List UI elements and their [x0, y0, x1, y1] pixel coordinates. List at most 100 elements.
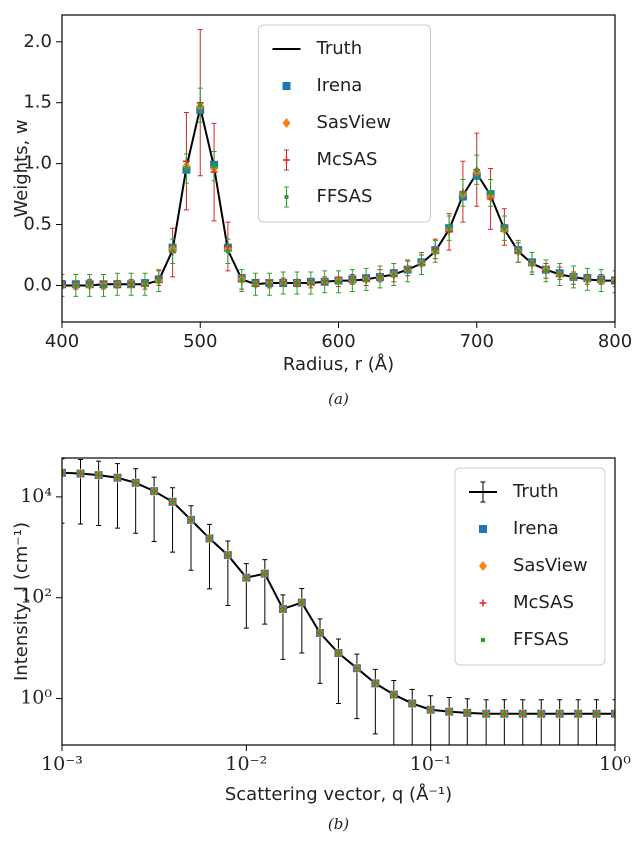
legend-label: Irena — [317, 75, 363, 96]
x-tick-label: 10⁻¹ — [410, 753, 452, 775]
marker — [115, 475, 120, 480]
marker — [576, 711, 581, 716]
marker — [336, 279, 341, 284]
marker — [295, 281, 300, 286]
marker — [336, 651, 341, 656]
marker — [447, 709, 452, 714]
marker — [405, 268, 410, 273]
marker — [539, 711, 544, 716]
marker — [516, 249, 521, 254]
error-bar — [612, 270, 615, 294]
x-tick-label: 400 — [45, 331, 79, 352]
marker — [520, 711, 525, 716]
marker — [481, 638, 485, 642]
marker — [282, 118, 291, 128]
plot-area — [62, 29, 615, 297]
marker — [611, 278, 615, 286]
error-bar — [612, 699, 615, 745]
marker — [156, 278, 161, 283]
marker — [189, 517, 194, 522]
marker — [585, 277, 590, 282]
marker — [253, 282, 258, 287]
marker — [170, 499, 175, 504]
marker — [391, 272, 396, 277]
error-bar — [612, 276, 615, 288]
y-tick-label: 1.0 — [23, 153, 52, 174]
marker — [373, 681, 378, 686]
error-bar — [62, 280, 65, 289]
marker — [184, 166, 189, 171]
legend-label: Irena — [513, 518, 559, 539]
y-axis-label: Intensity, I (cm⁻¹) — [11, 522, 32, 681]
marker — [571, 274, 576, 279]
marker — [377, 274, 382, 279]
marker — [530, 261, 535, 266]
plot-frame — [61, 457, 616, 746]
y-tick-label: 10⁰ — [20, 687, 52, 709]
plot-frame — [61, 14, 616, 323]
marker — [115, 282, 120, 287]
marker — [170, 249, 175, 254]
y-tick-label: 0.5 — [23, 214, 52, 235]
marker — [611, 710, 615, 718]
marker — [488, 190, 493, 195]
y-tick-label: 2.0 — [23, 31, 52, 52]
marker — [96, 473, 101, 478]
legend-label: SasView — [513, 555, 588, 576]
x-tick-label: 10⁰ — [599, 753, 631, 775]
marker — [207, 536, 212, 541]
marker — [410, 701, 415, 706]
marker — [239, 278, 244, 283]
legend-label: Truth — [316, 38, 363, 59]
marker — [419, 261, 424, 266]
marker — [283, 156, 290, 164]
marker — [543, 268, 548, 273]
marker — [557, 711, 562, 716]
x-tick-label: 10⁻² — [225, 753, 267, 775]
legend-box — [258, 24, 431, 223]
marker — [479, 561, 487, 571]
legend-label: McSAS — [513, 592, 574, 613]
marker — [557, 272, 562, 277]
marker — [280, 606, 285, 611]
marker — [62, 469, 66, 477]
marker — [262, 571, 267, 576]
x-tick-label: 10⁻³ — [41, 753, 83, 775]
marker — [433, 249, 438, 254]
caption: (b) — [328, 815, 349, 833]
marker — [479, 525, 487, 533]
legend-label: McSAS — [317, 149, 378, 170]
marker — [460, 190, 465, 195]
marker — [502, 711, 507, 716]
marker — [308, 281, 313, 286]
legend-label: FFSAS — [513, 629, 569, 650]
legend-error — [480, 481, 486, 503]
marker — [244, 575, 249, 580]
marker — [133, 480, 138, 485]
marker — [62, 280, 66, 288]
marker — [87, 283, 92, 288]
marker — [502, 226, 507, 231]
marker — [364, 277, 369, 282]
plot-area — [62, 458, 615, 745]
marker — [225, 249, 230, 254]
caption: (a) — [328, 390, 349, 408]
marker — [129, 282, 134, 287]
legend-box — [454, 467, 606, 666]
marker — [479, 599, 487, 607]
x-axis-label: Scattering vector, q (Å⁻¹) — [225, 783, 452, 805]
marker — [142, 282, 147, 287]
x-tick-label: 500 — [183, 331, 217, 352]
marker — [484, 711, 489, 716]
marker — [282, 82, 291, 90]
marker — [322, 279, 327, 284]
marker — [474, 167, 479, 172]
y-tick-label: 10² — [20, 586, 52, 608]
marker — [465, 710, 470, 715]
marker — [225, 553, 230, 558]
legend-label: SasView — [317, 112, 392, 133]
legend-label: FFSAS — [317, 186, 373, 207]
x-tick-label: 700 — [460, 331, 494, 352]
marker — [101, 283, 106, 288]
y-tick-label: 1.5 — [23, 92, 52, 113]
